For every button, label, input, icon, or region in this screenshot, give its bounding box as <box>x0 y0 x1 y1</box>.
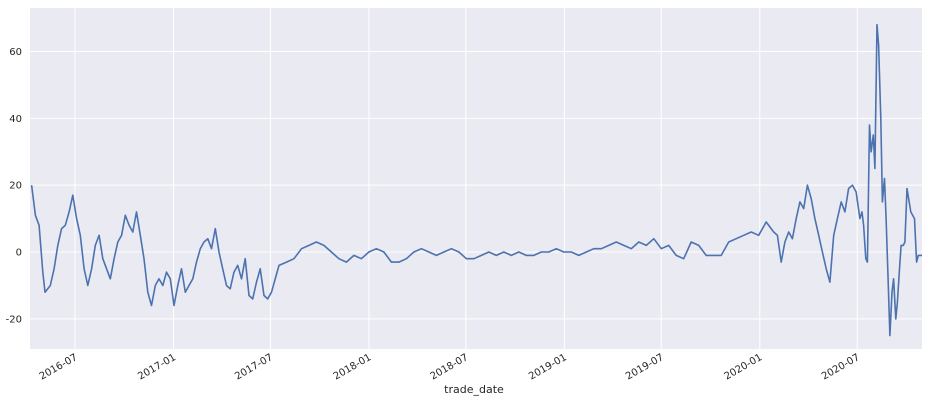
x-tick-label: 2016-07 <box>38 352 80 382</box>
x-tick-label: 2019-07 <box>624 352 666 382</box>
x-tick-labels: 2016-07 2017-01 2017-07 2018-01 2018-07 2019-… <box>38 352 862 382</box>
y-gridlines <box>30 50 922 320</box>
x-gridlines <box>74 8 858 349</box>
x-tick-label: 2018-07 <box>429 352 471 382</box>
y-tick-label: 20 <box>9 181 22 192</box>
x-tick-label: 2018-01 <box>332 352 374 382</box>
y-tick-labels: -20 0 20 40 60 <box>6 47 22 325</box>
plot-background <box>30 8 922 349</box>
x-tick-label: 2019-01 <box>527 352 569 382</box>
x-tick-label: 2017-07 <box>233 352 275 382</box>
y-tick-label: 40 <box>9 114 22 125</box>
y-tick-label: 0 <box>16 248 22 259</box>
x-tick-label: 2017-01 <box>136 352 178 382</box>
x-tick-label: 2020-01 <box>723 352 765 382</box>
series-layer <box>30 23 922 337</box>
x-tick-label: 2020-07 <box>820 352 862 382</box>
y-tick-label: 60 <box>9 47 22 58</box>
y-tick-label: -20 <box>6 314 22 325</box>
series-line <box>30 23 922 337</box>
x-axis-label: trade_date <box>444 383 504 396</box>
